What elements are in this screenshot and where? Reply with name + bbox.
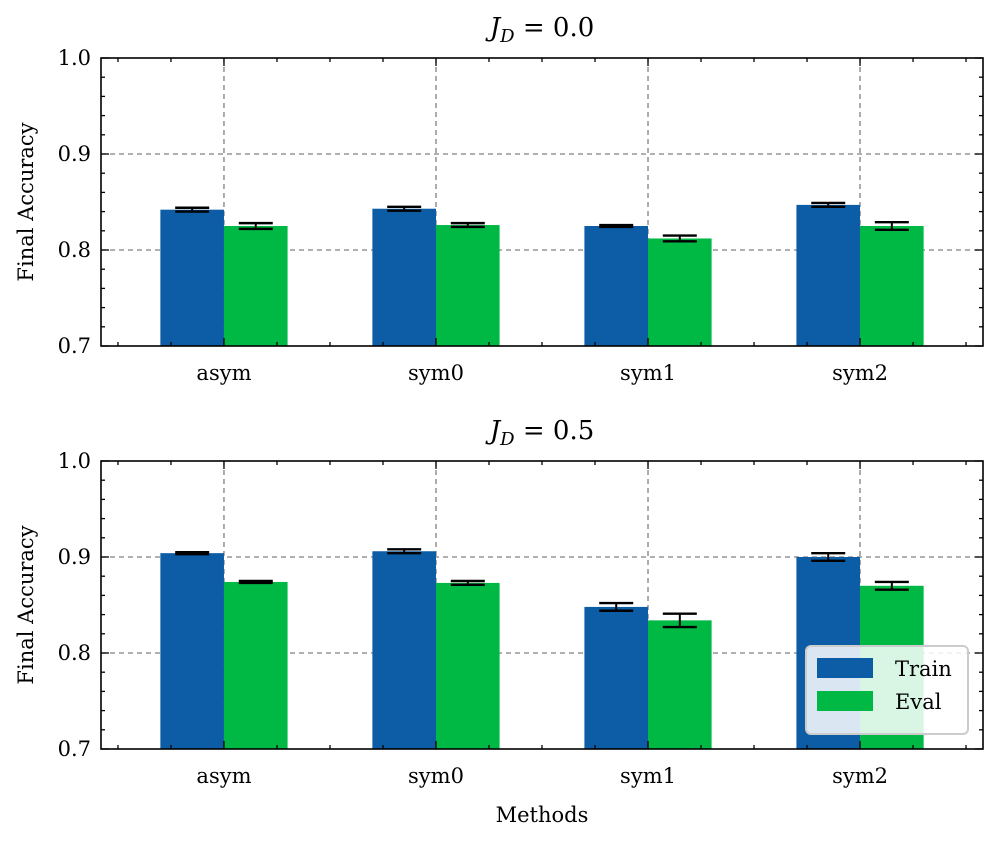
x-tick-label: asym [196,764,251,788]
legend-label-train: Train [895,657,952,681]
x-axis-label: Methods [496,803,589,827]
chart-panel-1: 0.7 0.8 0.9 1.0 asym sym0 sym1 sym2 Final Accura… [14,13,984,385]
error-bar-train-sym1 [599,601,634,612]
y-tick-label: 1.0 [58,46,91,70]
bar-eval-sym0 [435,582,500,749]
title-subscript: D [499,429,515,450]
error-bar-eval-sym2 [874,580,909,591]
error-bar-train-sym0 [387,548,422,555]
legend: Train Eval [805,645,969,735]
bar-eval-sym0 [435,225,500,346]
error-bar-eval-asym [238,579,273,585]
error-bar-eval-sym0 [450,579,485,587]
y-tick-label: 0.7 [58,737,91,761]
x-tick-label: asym [196,361,251,385]
bar-train-sym0 [372,551,436,749]
y-tick-label: 1.0 [58,449,91,473]
bar-train-sym1 [584,226,649,346]
y-tick-label: 0.7 [58,334,91,358]
bar-eval-asym [223,226,288,346]
legend-label-eval: Eval [895,690,942,714]
bar-eval-asym [223,581,288,749]
bar-train-asym [160,209,224,346]
error-bar-train-sym1 [599,223,634,229]
title-symbol: J [485,416,502,446]
y-tick-label: 0.8 [58,641,91,665]
error-bar-eval-sym0 [450,221,485,229]
error-bar-train-asym [175,551,210,556]
error-bar-eval-sym1 [662,612,697,629]
bar-train-asym [160,553,224,749]
x-tick-label: sym2 [832,361,888,385]
x-tick-label: sym1 [620,361,676,385]
bar-train-sym1 [584,606,649,749]
x-tick-label: sym0 [408,764,464,788]
x-tick-label: sym0 [408,361,464,385]
bar-eval-sym1 [648,238,712,346]
y-axis-label: Final Accuracy [14,525,38,684]
title-subscript: D [499,26,515,47]
error-bar-eval-sym2 [874,220,909,232]
error-bar-train-sym2 [811,201,846,209]
chart-panel-2: 0.7 0.8 0.9 1.0 asym sym0 sym1 sym2 Final Accura… [14,416,984,827]
error-bar-train-sym2 [811,551,846,563]
x-tick-label: sym1 [620,764,676,788]
y-tick-label: 0.9 [58,545,91,569]
x-tick-label: sym2 [832,764,888,788]
title-value: = 0.5 [515,416,595,446]
title-symbol: J [485,13,502,43]
error-bar-train-asym [175,206,210,213]
bar-eval-sym1 [648,620,712,749]
bar-eval-sym2 [860,226,924,346]
legend-swatch-eval [817,691,873,711]
y-axis-label: Final Accuracy [14,122,38,281]
bar-train-sym2 [796,204,861,346]
error-bar-eval-sym1 [662,234,697,243]
y-tick-label: 0.9 [58,142,91,166]
error-bar-train-sym0 [387,205,422,212]
chart-title: JD = 0.5 [485,416,595,450]
error-bar-eval-asym [238,221,273,231]
y-tick-label: 0.8 [58,238,91,262]
bar-train-sym0 [372,208,436,346]
chart-title: JD = 0.0 [485,13,595,47]
title-value: = 0.0 [515,13,595,43]
legend-swatch-train [817,658,873,678]
